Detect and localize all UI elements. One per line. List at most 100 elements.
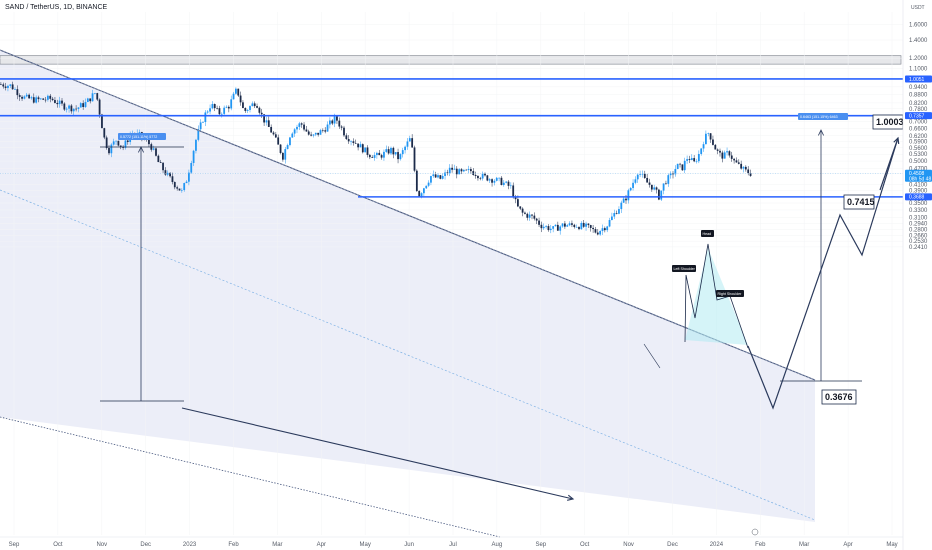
- candle-body: [94, 93, 96, 94]
- candle-body: [491, 179, 493, 183]
- candle-body: [535, 218, 538, 221]
- candle-body: [517, 199, 519, 207]
- candle-body: [467, 169, 470, 171]
- x-tick-label: Oct: [53, 542, 63, 548]
- candle-body: [620, 202, 623, 210]
- candle-body: [237, 88, 240, 96]
- candle-body: [564, 223, 566, 227]
- candle-body: [14, 89, 16, 90]
- candle-body: [460, 169, 463, 172]
- y-tick-label: 0.3500: [909, 201, 928, 207]
- candle-body: [430, 176, 432, 183]
- candle-body: [284, 149, 287, 160]
- candle-body: [178, 188, 181, 191]
- candle-body: [401, 150, 404, 155]
- y-tick-label: 0.3100: [909, 215, 928, 221]
- candle-body: [227, 106, 230, 109]
- candle-body: [578, 227, 580, 230]
- candle-body: [378, 152, 381, 156]
- candle-body: [636, 174, 639, 180]
- candle-body: [28, 94, 30, 99]
- measure-label: 0.5772 (151.11%) 5772: [120, 135, 157, 139]
- candle-body: [575, 227, 578, 228]
- candle-body: [676, 163, 679, 170]
- candle-body: [293, 129, 296, 134]
- candle-body: [274, 134, 277, 138]
- y-tick-label: 0.5300: [909, 152, 928, 158]
- price-tag-bg: [905, 193, 932, 201]
- y-tick-label: 0.2800: [909, 227, 928, 233]
- candle-body: [613, 213, 616, 217]
- candle-body: [242, 102, 244, 108]
- candle-body: [434, 174, 437, 178]
- candle-body: [225, 106, 228, 108]
- projection-arrowhead-head: [893, 136, 900, 145]
- candle-body: [47, 95, 49, 100]
- candle-body: [18, 95, 21, 97]
- candle-body: [556, 224, 559, 231]
- candle-body: [646, 177, 649, 183]
- candle-body: [399, 154, 402, 160]
- y-tick-label: 0.4700: [909, 166, 928, 172]
- candle-body: [296, 126, 298, 130]
- candle-body: [634, 179, 637, 183]
- candle-body: [674, 169, 677, 175]
- candle-body: [291, 133, 294, 138]
- candle-body: [749, 173, 752, 176]
- candle-body: [392, 147, 395, 155]
- candle-body: [183, 183, 186, 191]
- candle-body: [235, 88, 237, 94]
- candle-body: [512, 185, 515, 198]
- candle-body: [735, 160, 738, 163]
- candle-body: [239, 95, 242, 103]
- y-tick-label: 1.6000: [909, 22, 928, 28]
- candle-body: [49, 95, 52, 99]
- candle-body: [253, 103, 256, 107]
- candle-body: [110, 144, 113, 154]
- candle-body: [286, 145, 289, 150]
- candle-body: [4, 86, 7, 88]
- candle-body: [669, 173, 672, 176]
- candle-body: [32, 97, 35, 103]
- candle-body: [606, 226, 609, 231]
- candle-body: [547, 226, 550, 231]
- candle-body: [56, 102, 59, 105]
- candle-body: [448, 167, 451, 174]
- candle-body: [465, 169, 468, 171]
- candle-body: [554, 224, 557, 227]
- candle-body: [521, 208, 524, 213]
- candle-body: [244, 107, 247, 111]
- candle-body: [707, 133, 710, 134]
- candle-body: [303, 124, 305, 130]
- candle-body: [16, 89, 19, 96]
- candle-body: [411, 138, 414, 148]
- candle-body: [72, 108, 75, 112]
- candle-body: [51, 98, 54, 101]
- candle-body: [479, 178, 482, 179]
- candle-body: [498, 177, 500, 179]
- candle-body: [561, 223, 564, 227]
- channel-mid-line: [0, 189, 816, 521]
- candle-body: [124, 140, 127, 148]
- y-tick-label: 0.8800: [909, 93, 928, 99]
- x-tick-label: Dec: [667, 542, 678, 548]
- candle-body: [326, 124, 329, 132]
- candle-body: [155, 148, 157, 156]
- channel-fill: [0, 50, 815, 522]
- event-marker-icon[interactable]: [751, 528, 759, 536]
- price-tag: 1.0051: [909, 77, 925, 83]
- candle-body: [103, 128, 106, 138]
- candle-body: [712, 139, 714, 145]
- candle-body: [61, 100, 63, 104]
- candle-body: [21, 96, 23, 99]
- candle-body: [2, 84, 5, 87]
- candle-body: [39, 98, 42, 100]
- candle-body: [249, 106, 251, 110]
- candle-body: [213, 104, 216, 109]
- candle-body: [338, 120, 341, 127]
- candle-body: [199, 122, 202, 130]
- candle-body: [260, 112, 263, 115]
- candle-body: [681, 164, 684, 171]
- candle-body: [582, 222, 585, 227]
